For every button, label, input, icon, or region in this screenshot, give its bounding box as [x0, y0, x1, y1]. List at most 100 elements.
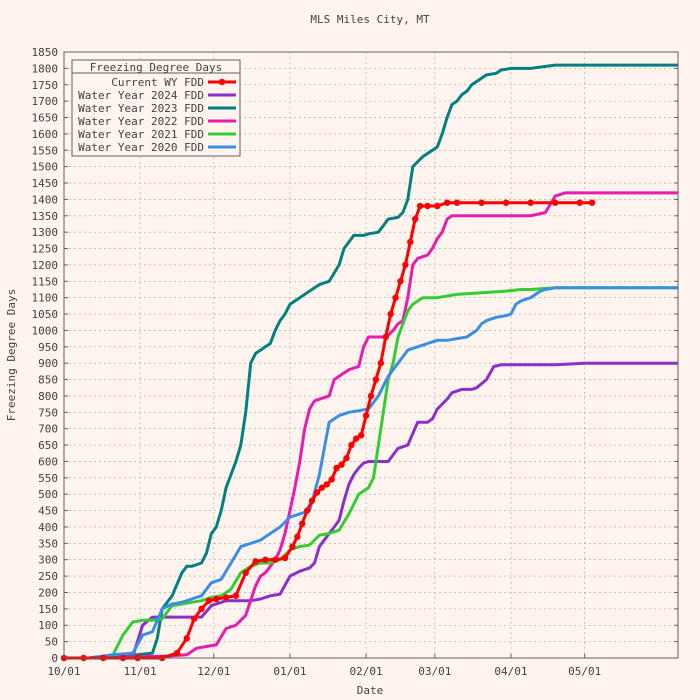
x-tick-label: 05/01: [568, 665, 601, 678]
series-layer: [60, 63, 678, 662]
data-point-current-wy-fdd: [242, 569, 249, 577]
data-point-current-wy-fdd: [281, 554, 289, 562]
data-point-current-wy-fdd: [318, 484, 326, 491]
series-line-water-year-2024-fdd: [64, 361, 678, 660]
y-tick-label: 1250: [32, 243, 59, 256]
data-point-current-wy-fdd: [328, 476, 335, 483]
data-point-current-wy-fdd: [407, 238, 414, 246]
y-tick-label: 1400: [32, 193, 59, 206]
data-point-current-wy-fdd: [588, 199, 596, 206]
data-point-current-wy-fdd: [348, 441, 355, 449]
y-tick-label: 1150: [32, 275, 59, 288]
y-tick-label: 950: [38, 341, 58, 354]
legend-title: Freezing Degree Days: [90, 61, 222, 74]
data-point-current-wy-fdd: [434, 202, 441, 210]
data-point-current-wy-fdd: [397, 278, 404, 285]
y-tick-label: 600: [38, 455, 58, 468]
x-tick-label: 04/01: [494, 665, 527, 678]
data-point-current-wy-fdd: [357, 432, 365, 439]
y-tick-label: 550: [38, 472, 58, 485]
y-tick-label: 450: [38, 505, 58, 518]
data-point-current-wy-fdd: [190, 615, 198, 622]
y-tick-label: 0: [51, 652, 58, 665]
data-point-current-wy-fdd: [289, 543, 296, 550]
axis-layer: 0 50 100 150 200 250 300 350 400 450 500 550 600 650 7…: [32, 46, 678, 678]
y-axis-title: Freezing Degree Days: [5, 289, 18, 421]
y-tick-label: 1600: [32, 128, 59, 141]
y-tick-label: 50: [45, 636, 58, 649]
y-tick-label: 700: [38, 423, 58, 436]
data-point-current-wy-fdd: [552, 199, 559, 206]
y-tick-label: 250: [38, 570, 58, 583]
legend-label-water-year-2023-fdd: Water Year 2023 FDD: [78, 102, 204, 115]
y-tick-label: 1700: [32, 95, 59, 108]
legend-marker-current-wy-fdd: [218, 78, 226, 86]
x-tick-label: 02/01: [350, 665, 383, 678]
data-point-current-wy-fdd: [173, 649, 181, 657]
data-point-current-wy-fdd: [299, 520, 306, 527]
x-axis-title: Date: [357, 684, 384, 697]
legend-label-water-year-2022-fdd: Water Year 2022 FDD: [78, 115, 204, 128]
y-tick-label: 150: [38, 603, 58, 616]
data-point-current-wy-fdd: [272, 556, 279, 563]
y-tick-label: 650: [38, 439, 58, 452]
data-point-current-wy-fdd: [502, 199, 510, 206]
data-point-current-wy-fdd: [382, 333, 389, 341]
data-point-current-wy-fdd: [443, 199, 451, 206]
data-point-current-wy-fdd: [232, 592, 240, 599]
data-point-current-wy-fdd: [252, 558, 259, 565]
data-point-current-wy-fdd: [576, 199, 583, 206]
data-point-current-wy-fdd: [377, 359, 385, 367]
data-point-current-wy-fdd: [198, 605, 205, 613]
data-point-current-wy-fdd: [343, 454, 350, 462]
y-tick-label: 1050: [32, 308, 59, 321]
data-point-current-wy-fdd: [183, 635, 190, 642]
data-point-current-wy-fdd: [205, 597, 213, 604]
y-tick-label: 400: [38, 521, 58, 534]
data-point-current-wy-fdd: [262, 556, 269, 563]
data-point-current-wy-fdd: [412, 215, 419, 223]
series-line-water-year-2023-fdd: [64, 63, 678, 660]
x-tick-label: 10/01: [47, 665, 80, 678]
y-tick-label: 1300: [32, 226, 59, 239]
data-point-current-wy-fdd: [362, 412, 370, 419]
data-point-current-wy-fdd: [478, 199, 485, 206]
data-point-current-wy-fdd: [213, 595, 220, 603]
chart-title: MLS Miles City, MT: [310, 13, 430, 26]
legend-label-water-year-2020-fdd: Water Year 2020 FDD: [78, 141, 204, 154]
data-point-current-wy-fdd: [424, 202, 431, 210]
data-point-current-wy-fdd: [323, 481, 330, 488]
y-tick-label: 900: [38, 357, 58, 370]
x-tick-label: 01/01: [273, 665, 306, 678]
y-tick-label: 500: [38, 488, 58, 501]
y-tick-label: 1850: [32, 46, 59, 59]
data-point-current-wy-fdd: [392, 294, 399, 301]
x-tick-label: 12/01: [197, 665, 230, 678]
legend-label-current-wy-fdd: Current WY FDD: [111, 76, 204, 89]
y-tick-label: 1750: [32, 79, 59, 92]
data-point-current-wy-fdd: [402, 261, 409, 269]
y-tick-label: 1450: [32, 177, 59, 190]
plot-frame: [63, 51, 679, 659]
legend-label-water-year-2024-fdd: Water Year 2024 FDD: [78, 89, 204, 102]
data-point-current-wy-fdd: [338, 461, 345, 468]
y-tick-label: 350: [38, 537, 58, 550]
y-tick-label: 800: [38, 390, 58, 403]
y-tick-label: 1200: [32, 259, 59, 272]
data-point-current-wy-fdd: [453, 199, 461, 206]
grid-layer: [63, 51, 678, 659]
y-tick-label: 1550: [32, 144, 59, 157]
data-point-current-wy-fdd: [333, 464, 340, 472]
data-point-current-wy-fdd: [294, 533, 301, 540]
y-tick-label: 1800: [32, 62, 59, 75]
data-point-current-wy-fdd: [303, 507, 311, 514]
data-point-current-wy-fdd: [387, 310, 394, 318]
y-tick-label: 1350: [32, 210, 59, 223]
series-line-water-year-2021-fdd: [64, 286, 678, 660]
data-point-current-wy-fdd: [372, 376, 380, 383]
series-line-water-year-2020-fdd: [64, 286, 678, 660]
data-point-current-wy-fdd: [527, 199, 534, 206]
y-tick-label: 300: [38, 554, 58, 567]
